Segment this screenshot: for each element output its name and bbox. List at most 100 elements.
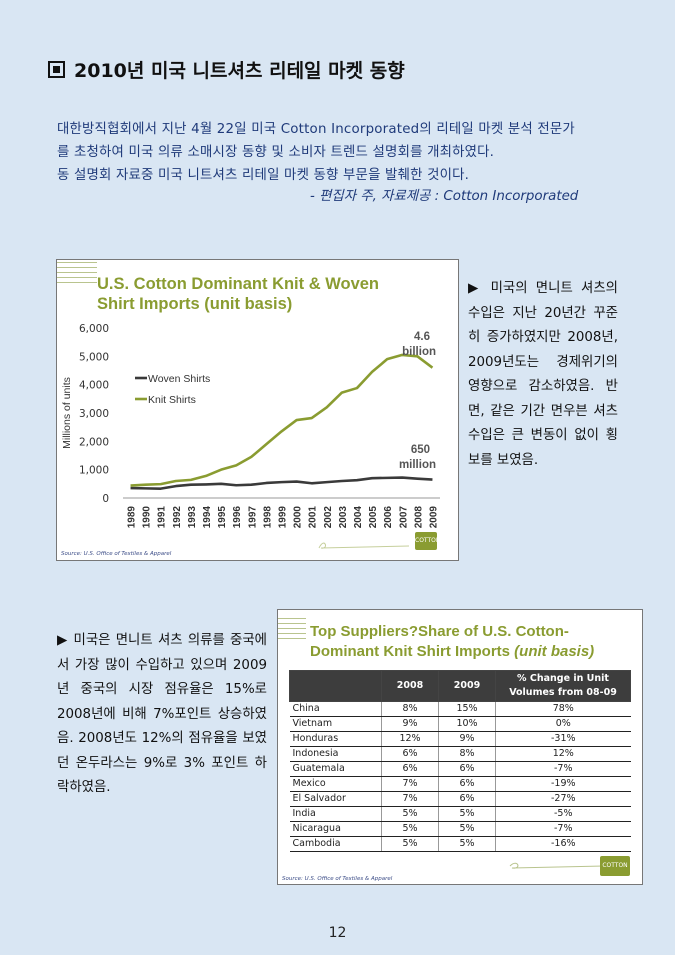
value-cell: -27% <box>495 791 631 807</box>
table-header-1: 2008 <box>381 670 439 702</box>
value-cell: 12% <box>381 731 439 747</box>
decorative-stripes <box>278 618 306 643</box>
country-cell: Mexico <box>289 776 382 792</box>
table-row: Mexico 7% 6% -19% <box>289 776 631 792</box>
value-cell: 15% <box>438 701 496 717</box>
value-cell: 6% <box>381 746 439 762</box>
value-cell: 5% <box>381 821 439 837</box>
decorative-swoosh <box>318 542 410 549</box>
country-cell: Nicaragua <box>289 821 382 837</box>
value-cell: 0% <box>495 716 631 732</box>
series-line-woven-shirts <box>130 476 433 490</box>
y-axis-label: Millions of units <box>61 377 73 449</box>
chart1-title-line-2: Shirt Imports (unit basis) <box>97 295 293 313</box>
x-tick-label: 1999 <box>278 506 289 529</box>
value-cell: 6% <box>381 761 439 777</box>
table-header-3: % Change in Unit Volumes from 08-09 <box>495 670 631 702</box>
country-cell: Cambodia <box>289 836 382 852</box>
table-row: China 8% 15% 78% <box>289 701 631 717</box>
table-header-2: 2009 <box>438 670 496 702</box>
x-tick-label: 2009 <box>428 506 439 529</box>
chart2-title: Top Suppliers?Share of U.S. Cotton- Domi… <box>310 622 594 662</box>
value-cell: 6% <box>438 791 496 807</box>
intro-line-2: 를 초청하여 미국 의류 소매시장 동향 및 소비자 트렌드 설명회를 개최하였… <box>57 145 495 160</box>
chart1-title: U.S. Cotton Dominant Knit & Woven Shirt … <box>97 274 379 314</box>
editor-credit: - 편집자 주, 자료제공 : Cotton Incorporated <box>310 189 579 204</box>
country-cell: Vietnam <box>289 716 382 732</box>
value-cell: 6% <box>438 776 496 792</box>
table-header-row: 2008 2009% Change in Unit Volumes from 08… <box>289 670 631 702</box>
value-cell: 5% <box>438 836 496 852</box>
value-cell: 78% <box>495 701 631 717</box>
chart1-source: Source: U.S. Office of Textiles & Appare… <box>61 551 172 557</box>
y-tick-label: 4,000 <box>79 380 109 392</box>
value-cell: 5% <box>438 821 496 837</box>
annotation-unit: billion <box>402 346 436 358</box>
country-cell: India <box>289 806 382 822</box>
y-tick-label: 0 <box>102 493 109 505</box>
x-tick-label: 2007 <box>398 506 409 529</box>
table-row: Indonesia 6% 8% 12% <box>289 746 631 762</box>
value-cell: -31% <box>495 731 631 747</box>
annotation-unit: million <box>399 459 436 471</box>
y-tick-label: 6,000 <box>79 323 109 335</box>
decorative-swoosh <box>509 862 605 869</box>
x-tick-label: 1994 <box>202 506 213 529</box>
x-tick-label: 1989 <box>127 506 138 529</box>
x-tick-label: 1996 <box>232 506 243 529</box>
suppliers-table: 2008 2009% Change in Unit Volumes from 08… <box>289 670 631 852</box>
annotation-value: 4.6 <box>414 331 430 343</box>
table-header-0 <box>289 670 382 702</box>
value-cell: 6% <box>438 761 496 777</box>
legend-label: Knit Shirts <box>148 394 196 406</box>
value-cell: 9% <box>438 731 496 747</box>
x-tick-label: 1998 <box>262 506 273 529</box>
chart2-title-line-1: Top Suppliers?Share of U.S. Cotton- <box>310 623 569 640</box>
table-row: Honduras 12% 9% -31% <box>289 731 631 747</box>
y-tick-label: 1,000 <box>79 465 109 477</box>
value-cell: 9% <box>381 716 439 732</box>
country-cell: Indonesia <box>289 746 382 762</box>
y-tick-label: 2,000 <box>79 436 109 448</box>
legend-label: Woven Shirts <box>148 373 210 385</box>
value-cell: -16% <box>495 836 631 852</box>
value-cell: -7% <box>495 821 631 837</box>
value-cell: 7% <box>381 776 439 792</box>
x-tick-label: 2006 <box>383 506 394 529</box>
cotton-logo-icon: COTTON <box>415 532 440 550</box>
table-row: Nicaragua 5% 5% -7% <box>289 821 631 837</box>
table-row: Vietnam 9% 10% 0% <box>289 716 631 732</box>
x-tick-label: 2003 <box>338 506 349 529</box>
x-tick-label: 2001 <box>308 506 319 529</box>
table-row: Guatemala 6% 6% -7% <box>289 761 631 777</box>
decorative-stripes <box>57 262 97 287</box>
imports-line-chart-panel: U.S. Cotton Dominant Knit & Woven Shirt … <box>56 259 459 561</box>
value-cell: -7% <box>495 761 631 777</box>
x-tick-label: 2005 <box>368 506 379 529</box>
x-tick-label: 2000 <box>293 506 304 529</box>
table-row: El Salvador 7% 6% -27% <box>289 791 631 807</box>
value-cell: 5% <box>381 806 439 822</box>
line-chart-svg: 0 1,000 2,000 3,000 4,000 5,000 6,000 Millions … <box>61 323 440 549</box>
x-tick-label: 1997 <box>247 506 258 529</box>
chart2-source: Source: U.S. Office of Textiles & Appare… <box>282 876 393 882</box>
y-tick-label: 5,000 <box>79 351 109 363</box>
intro-line-3: 동 설명회 자료중 미국 니트셔츠 리테일 마켓 동향 부문을 발췌한 것이다. <box>57 168 470 183</box>
chart2-title-line-2: Dominant Knit Shirt Imports (unit basis) <box>310 643 595 660</box>
value-cell: 5% <box>438 806 496 822</box>
intro-line-1: 대한방직협회에서 지난 4월 22일 미국 Cotton Incorporate… <box>57 122 575 137</box>
country-cell: Guatemala <box>289 761 382 777</box>
chart1-summary-text: ▶ 미국의 면니트 셔츠의 수입은 지난 20년간 꾸준히 증가하였지만 200… <box>468 281 618 468</box>
heading-text: 2010년 미국 니트셔츠 리테일 마켓 동향 <box>74 60 405 82</box>
table-body: China 8% 15% 78% Vietnam 9% 10% 0% Honduras 12% 9%… <box>289 701 631 852</box>
x-tick-label: 2004 <box>353 506 364 529</box>
y-tick-label: 3,000 <box>79 408 109 420</box>
cotton-logo-icon: COTTON <box>600 856 630 876</box>
x-tick-label: 1995 <box>217 506 228 529</box>
value-cell: 10% <box>438 716 496 732</box>
country-cell: El Salvador <box>289 791 382 807</box>
square-bullet-icon <box>48 61 65 78</box>
value-cell: -19% <box>495 776 631 792</box>
country-cell: China <box>289 701 382 717</box>
x-tick-label: 2002 <box>323 506 334 529</box>
